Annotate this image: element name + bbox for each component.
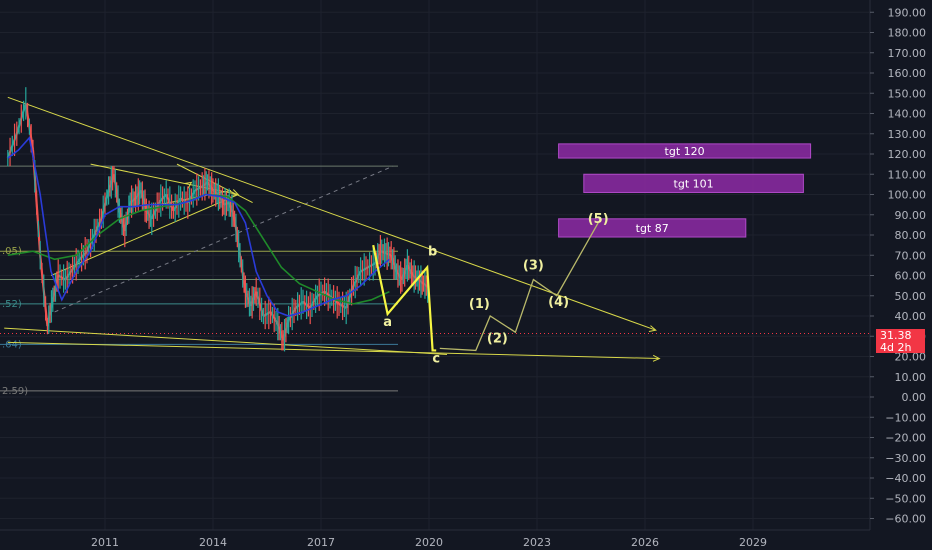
x-tick-label: 2011 [91,536,119,549]
y-tick-label: 160.00 [888,67,927,80]
y-tick-label: 130.00 [888,128,927,141]
target-label: tgt 101 [674,177,714,190]
last-price-box [876,329,925,341]
y-tick-label: 140.00 [888,108,927,121]
x-tick-label: 2023 [523,536,551,549]
y-tick-label: −60.00 [885,513,926,526]
moving-averages [7,136,390,317]
wave-label: a [383,315,392,330]
blue-moving-average [7,136,390,317]
x-tick-label: 2026 [631,536,659,549]
y-tick-label: 50.00 [895,290,927,303]
fib-level-label: .64) [2,339,22,350]
trend-line [7,96,656,331]
y-tick-label: 170.00 [888,47,927,60]
y-tick-label: −40.00 [885,472,926,485]
fib-level-label: 2.59) [2,386,28,397]
target-box [583,173,804,193]
trend-arrowhead [648,325,657,332]
x-tick-label: 2020 [415,536,443,549]
x-tick-label: 2029 [739,536,767,549]
target-label: tgt 120 [665,145,705,158]
y-tick-label: 80.00 [895,229,927,242]
time-axis: 2011 2014 2017 2020 2023 2026 2029 [0,529,870,549]
wave-label: (5) [588,212,609,227]
wave-annotations: a b c (1) (2) (3) (4) (5) [372,212,609,367]
abc-wave-path [372,244,437,352]
wave-label: (2) [487,331,508,346]
y-tick-label: −30.00 [885,452,926,465]
x-tick-label: 2014 [199,536,227,549]
price-badge: 31.38 4d 2h [876,329,925,354]
target-box [558,218,747,238]
y-tick-label: 180.00 [888,27,927,40]
y-tick-label: 100.00 [888,189,927,202]
trend-arrowhead [184,181,193,189]
impulse-projection-path [439,222,599,352]
y-tick-label: 110.00 [888,168,927,181]
target-box [558,143,812,159]
y-tick-label: 120.00 [888,148,927,161]
y-tick-label: 150.00 [888,87,927,100]
trend-line [4,327,448,355]
grid [0,0,870,530]
y-tick-label: 40.00 [895,310,927,323]
wave-label: (3) [523,258,544,273]
countdown-label: 4d 2h [880,341,911,354]
target-label: tgt 87 [636,222,669,235]
trend-line [7,341,660,360]
y-tick-label: 0.00 [902,391,927,404]
y-tick-label: −20.00 [885,432,926,445]
dashed-trend-line [54,165,394,313]
y-tick-label: 20.00 [895,351,927,364]
wave-label: b [428,244,437,259]
y-tick-label: 90.00 [895,209,927,222]
fib-level-label: .05) [2,246,22,257]
last-price-label: 31.38 [880,329,912,342]
wave-label: (4) [548,295,569,310]
trend-arrowhead [231,189,240,196]
y-tick-label: 190.00 [888,6,927,19]
x-tick-label: 2017 [307,536,335,549]
fib-level-label: .52) [2,299,22,310]
countdown-box [876,341,925,353]
wave-label: (1) [469,297,490,312]
y-tick-label: −50.00 [885,492,926,505]
wave-label: c [432,352,440,367]
y-tick-label: 10.00 [895,371,927,384]
y-tick-label: −10.00 [885,411,926,424]
y-tick-label: 60.00 [895,270,927,283]
target-boxes: tgt 120 tgt 101 tgt 87 [558,143,812,238]
trend-arrowhead [652,354,661,362]
price-axis: 190.00 180.00 170.00 160.00 150.00 140.00 130.… [869,0,927,530]
y-tick-label: 70.00 [895,249,927,262]
price-series [6,87,430,352]
